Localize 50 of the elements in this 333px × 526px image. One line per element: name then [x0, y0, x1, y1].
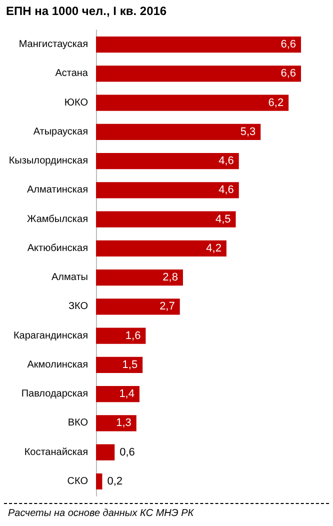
y-tick-label: Карагандинская	[13, 330, 88, 342]
y-tick-label: Кызылординская	[8, 156, 88, 167]
y-tick-label: ЮКО	[64, 97, 88, 108]
data-label: 4,6	[218, 184, 234, 196]
bar	[96, 66, 301, 82]
y-tick-label: ЗКО	[68, 301, 88, 312]
bar	[96, 415, 136, 432]
data-label: 1,6	[125, 330, 141, 342]
data-label: 6,2	[268, 96, 284, 109]
y-tick-label: Мангистауская	[18, 39, 88, 50]
y-tick-label: Жамбылская	[27, 214, 88, 225]
y-tick-label: Акмолинская	[27, 359, 88, 370]
data-label: 6,6	[280, 38, 296, 51]
data-label: 5,3	[240, 126, 256, 138]
y-tick-label: Атырауская	[33, 126, 88, 138]
bar	[96, 240, 226, 256]
data-label: 6,6	[280, 68, 296, 80]
data-label: 0,6	[120, 446, 135, 458]
bar	[96, 94, 289, 111]
y-tick-label: Актюбинская	[27, 242, 88, 254]
bar	[96, 211, 236, 228]
data-label: 1,3	[116, 417, 132, 430]
y-tick-label: Алматы	[52, 272, 88, 284]
data-label: 2,7	[160, 300, 175, 313]
data-label: 2,8	[162, 272, 178, 284]
bar	[96, 36, 301, 53]
bar	[96, 270, 183, 286]
text: Расчеты на основе данных КС МНЭ РК	[8, 508, 194, 519]
y-tick-label: Павлодарская	[21, 388, 88, 400]
y-tick-label: Костанайская	[24, 446, 88, 458]
chart-title: ЕПН на 1000 чел., I кв. 2016	[6, 4, 167, 18]
data-label: 0,2	[107, 475, 123, 488]
y-tick-label: Алматинская	[27, 184, 88, 196]
bar	[96, 444, 115, 460]
data-label: 4,5	[215, 213, 231, 226]
y-tick-label: СКО	[67, 476, 88, 487]
bar	[96, 328, 146, 344]
bar	[96, 182, 239, 198]
bar	[96, 356, 143, 373]
bar	[96, 124, 261, 140]
bar	[96, 386, 140, 402]
y-tick-label: ВКО	[68, 418, 88, 429]
data-label: 4,6	[218, 155, 234, 168]
bar	[96, 298, 180, 315]
data-label: 1,5	[122, 358, 138, 371]
y-tick-label: Астана	[55, 68, 88, 80]
bar	[96, 473, 102, 490]
data-label: 4,2	[206, 242, 222, 254]
bar	[96, 153, 239, 170]
data-label: 1,4	[119, 388, 134, 400]
